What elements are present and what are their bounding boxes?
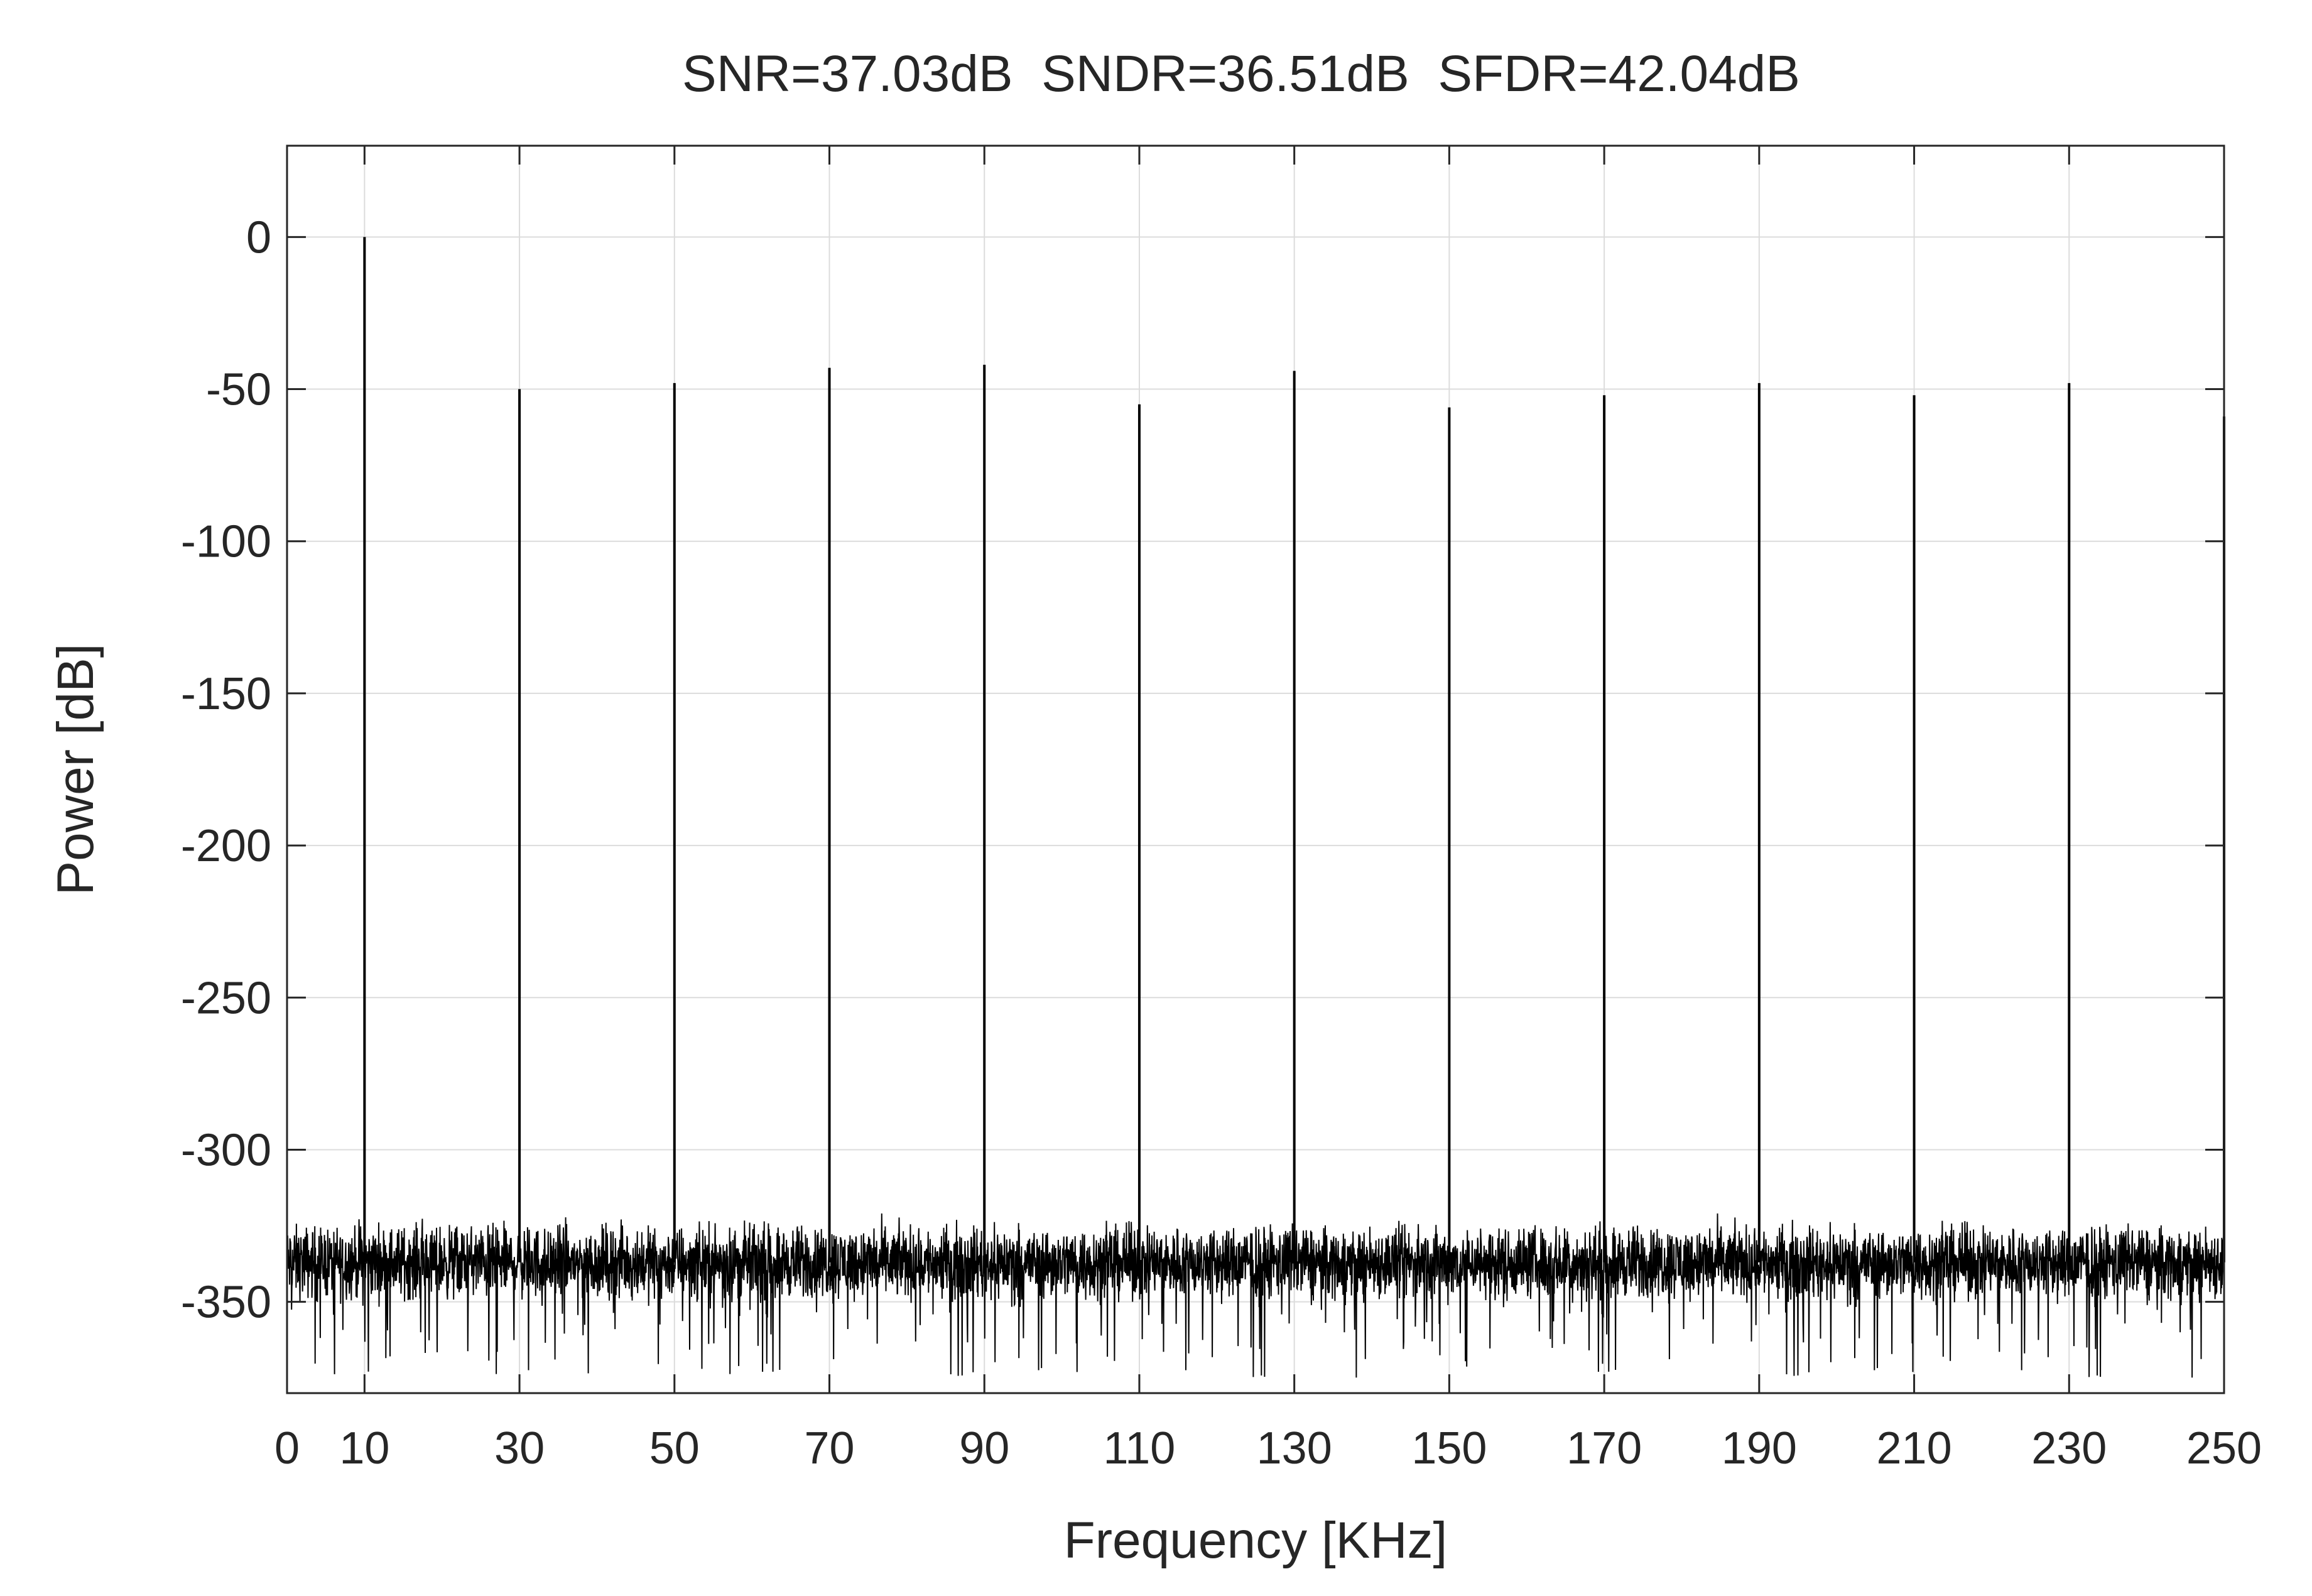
x-tick-label: 50 bbox=[649, 1423, 700, 1474]
chart-title: SNR=37.03dB SNDR=36.51dB SFDR=42.04dB bbox=[682, 45, 1800, 102]
y-tick-label: -150 bbox=[181, 669, 271, 719]
x-tick-label: 190 bbox=[1722, 1423, 1797, 1474]
y-tick-label: -200 bbox=[181, 821, 271, 871]
x-tick-label: 210 bbox=[1876, 1423, 1951, 1474]
x-tick-label: 110 bbox=[1104, 1423, 1176, 1474]
x-tick-label: 170 bbox=[1566, 1423, 1642, 1474]
x-tick-label: 130 bbox=[1257, 1423, 1332, 1474]
x-tick-label: 70 bbox=[804, 1423, 854, 1474]
x-tick-label: 250 bbox=[2186, 1423, 2262, 1474]
series-spectrum bbox=[286, 237, 2225, 1378]
y-tick-labels: 0 -50 -100 -150 -200 -250 -300 -350 bbox=[181, 212, 271, 1327]
x-tick-labels: 0 10 30 50 70 90 110 130 150 170 190 210 230 250 bbox=[274, 1423, 2262, 1474]
x-tick-label: 0 bbox=[274, 1423, 300, 1474]
x-tick-label: 90 bbox=[959, 1423, 1009, 1474]
y-tick-label: -250 bbox=[181, 973, 271, 1023]
y-tick-label: -300 bbox=[181, 1125, 271, 1175]
x-tick-label: 230 bbox=[2031, 1423, 2107, 1474]
y-axis-label: Power [dB] bbox=[47, 643, 104, 895]
x-tick-label: 150 bbox=[1411, 1423, 1487, 1474]
x-axis-label: Frequency [KHz] bbox=[1064, 1512, 1448, 1569]
x-tick-label: 30 bbox=[494, 1423, 545, 1474]
noise-floor-trace bbox=[286, 1213, 2225, 1378]
y-tick-label: 0 bbox=[246, 212, 271, 263]
axis-ticks bbox=[286, 146, 2225, 1393]
y-tick-label: -100 bbox=[181, 517, 271, 567]
y-tick-label: -350 bbox=[181, 1278, 271, 1328]
plot-frame bbox=[286, 144, 2225, 1394]
y-tick-label: -50 bbox=[206, 365, 271, 415]
x-tick-label: 10 bbox=[339, 1423, 389, 1474]
grid bbox=[286, 146, 2225, 1393]
